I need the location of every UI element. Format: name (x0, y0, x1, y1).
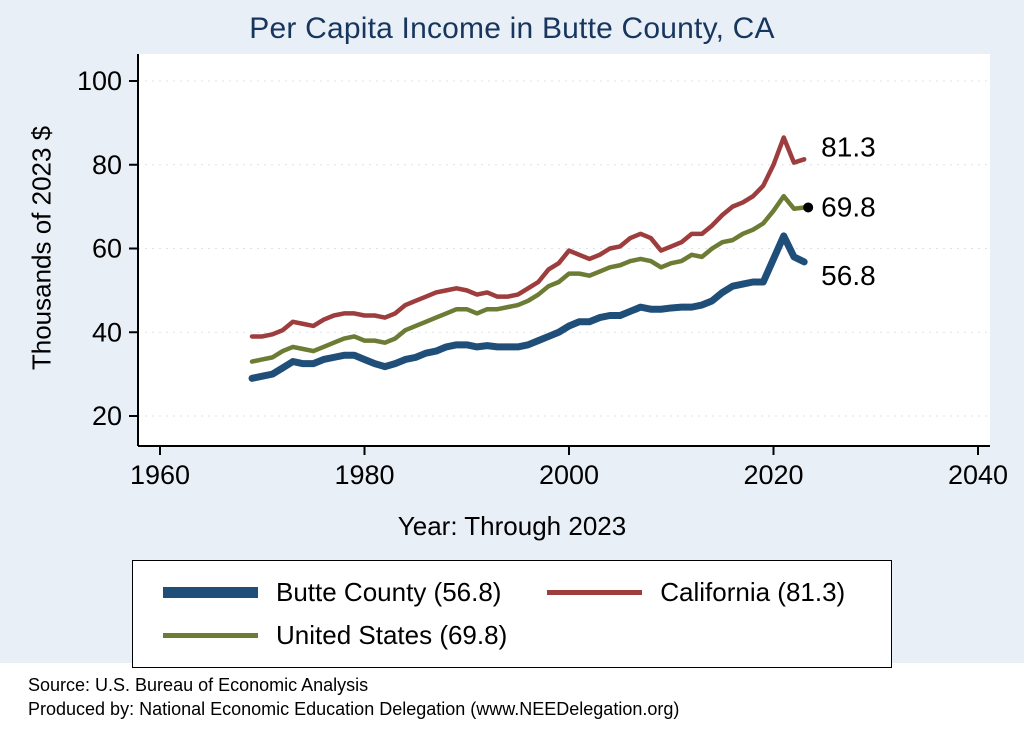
end-marker-dot (803, 202, 814, 213)
chart-title: Per Capita Income in Butte County, CA (249, 12, 775, 45)
x-tick-label: 1960 (130, 460, 190, 490)
legend-swatch (163, 633, 258, 638)
end-label-united-states: 69.8 (821, 191, 876, 222)
legend-swatch (547, 590, 643, 595)
x-tick-label: 2040 (948, 460, 1008, 490)
y-tick-label: 60 (92, 234, 122, 264)
end-label-butte-county: 56.8 (821, 260, 876, 291)
legend-label: Butte County (56.8) (276, 577, 502, 607)
series-line-california (249, 135, 807, 339)
source-line: Source: U.S. Bureau of Economic Analysis (28, 675, 369, 695)
series-line-united-states (249, 193, 807, 364)
y-tick-label: 20 (92, 401, 122, 431)
legend-item: California (81.3) (547, 577, 861, 608)
produced-line: Produced by: National Economic Education… (28, 698, 680, 719)
x-axis-title: Year: Through 2023 (397, 511, 627, 541)
y-tick-label: 100 (77, 66, 122, 96)
source-note: Source: U.S. Bureau of Economic Analysis… (0, 663, 1024, 722)
legend-label: United States (69.8) (276, 620, 508, 650)
legend-swatch (163, 587, 258, 598)
x-tick-label: 2000 (539, 460, 599, 490)
end-label-california: 81.3 (821, 131, 876, 162)
series-line-butte-county (248, 232, 808, 382)
legend-label: California (81.3) (660, 577, 846, 607)
legend-box: Butte County (56.8) California (81.3) Unit… (132, 560, 892, 668)
y-axis-title: Thousands of 2023 $ (26, 125, 57, 371)
y-tick-label: 80 (92, 150, 122, 180)
x-tick-label: 1980 (334, 460, 394, 490)
y-tick-label: 40 (92, 317, 122, 347)
legend-item: Butte County (56.8) (163, 577, 507, 608)
plot-area (138, 54, 990, 446)
legend-item: United States (69.8) (163, 620, 507, 651)
chart-card: Per Capita Income in Butte County, CA Th… (0, 0, 1024, 668)
x-tick-label: 2020 (743, 460, 803, 490)
